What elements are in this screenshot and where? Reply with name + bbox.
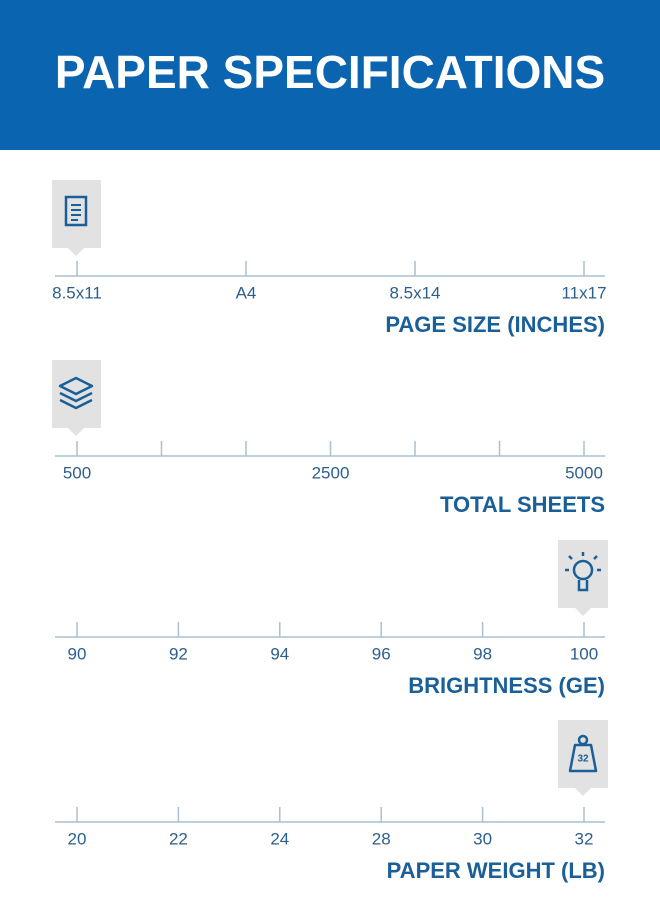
scale-title: BRIGHTNESS (GE) <box>408 673 605 698</box>
tick-label: 5000 <box>565 463 603 482</box>
header-band <box>0 0 660 150</box>
marker-sheets <box>52 360 101 436</box>
tick-label: 500 <box>63 463 91 482</box>
tick-label: 92 <box>169 644 188 663</box>
tick-label: 11x17 <box>561 283 606 302</box>
tick-label: A4 <box>236 283 257 302</box>
tick-label: 24 <box>270 829 289 848</box>
marker-brightness <box>558 540 608 616</box>
marker-weight: 32 <box>558 720 608 796</box>
tick-label: 100 <box>570 644 598 663</box>
tick-label: 98 <box>473 644 492 663</box>
tick-label: 28 <box>372 829 391 848</box>
tick-label: 32 <box>575 829 594 848</box>
scale-title: PAPER WEIGHT (LB) <box>387 858 605 883</box>
header-title: PAPER SPECIFICATIONS <box>55 46 605 98</box>
weight-icon-label: 32 <box>577 754 589 765</box>
tick-label: 94 <box>270 644 289 663</box>
scale-title: PAGE SIZE (INCHES) <box>385 312 605 337</box>
tick-label: 96 <box>372 644 391 663</box>
tick-label: 2500 <box>312 463 350 482</box>
tick-label: 30 <box>473 829 492 848</box>
tick-label: 22 <box>169 829 188 848</box>
marker-page-size <box>52 180 101 256</box>
tick-label: 8.5x11 <box>52 283 102 302</box>
tick-label: 90 <box>68 644 87 663</box>
scale-title: TOTAL SHEETS <box>440 492 605 517</box>
tick-label: 8.5x14 <box>389 283 440 302</box>
tick-label: 20 <box>68 829 87 848</box>
